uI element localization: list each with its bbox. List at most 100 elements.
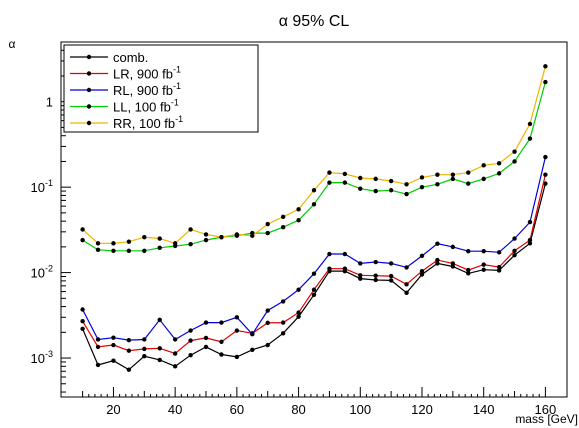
y-axis: 10-3 10-2 10-1 1	[31, 41, 71, 393]
data-point	[543, 181, 548, 186]
data-point	[496, 250, 502, 255]
data-point	[203, 237, 209, 243]
x-axis: 20 40 60 80 100 120 140 160	[82, 387, 556, 417]
data-point	[419, 268, 425, 274]
data-point	[111, 342, 116, 348]
data-point	[311, 271, 317, 276]
data-point	[219, 234, 224, 240]
y-tick-label: 10-2	[31, 264, 53, 281]
data-point	[496, 264, 502, 270]
data-point	[435, 261, 440, 266]
data-point	[95, 344, 101, 350]
data-point	[203, 344, 209, 350]
data-point	[512, 149, 517, 154]
data-point	[265, 308, 270, 313]
data-point	[481, 176, 486, 182]
data-point	[496, 161, 502, 166]
x-axis-label: mass [GeV]	[515, 412, 578, 426]
data-point	[358, 175, 363, 181]
data-point	[296, 218, 301, 223]
data-point	[265, 342, 270, 348]
data-point	[481, 163, 486, 168]
legend-entry: LL, 100 fb-1	[113, 98, 179, 115]
data-point	[466, 181, 471, 186]
data-point	[188, 328, 193, 333]
data-point	[234, 328, 240, 333]
data-point	[358, 276, 363, 281]
legend-marker	[86, 71, 92, 76]
data-point	[142, 234, 147, 240]
data-point	[142, 354, 147, 359]
data-point	[373, 259, 378, 265]
legend-entry: RL, 900 fb-1	[113, 81, 181, 98]
data-point	[265, 320, 270, 326]
data-point	[126, 367, 132, 372]
data-point	[95, 241, 101, 246]
data-point	[527, 219, 533, 225]
data-point	[188, 338, 193, 343]
data-point	[419, 175, 425, 180]
data-point	[95, 362, 101, 368]
data-point	[435, 241, 440, 246]
legend-box	[63, 44, 259, 133]
data-point	[373, 277, 378, 283]
data-point	[496, 171, 502, 176]
data-point	[296, 314, 301, 319]
data-point	[80, 307, 85, 312]
data-point	[327, 266, 332, 271]
data-point	[496, 268, 502, 273]
x-tick-label: 140	[473, 402, 495, 417]
chart-title: α 95% CL	[279, 13, 350, 30]
data-point	[280, 320, 286, 325]
x-tick-label: 80	[291, 402, 305, 417]
data-point	[157, 236, 162, 241]
x-tick-label: 20	[106, 402, 120, 417]
data-point	[234, 354, 240, 360]
data-point	[126, 248, 132, 253]
data-point	[172, 241, 178, 246]
data-point	[373, 188, 378, 194]
data-point	[342, 171, 348, 177]
data-point	[373, 273, 378, 278]
data-point	[512, 236, 517, 241]
data-point	[280, 214, 286, 219]
legend-marker	[86, 54, 92, 60]
data-point	[265, 230, 270, 236]
data-point	[157, 317, 162, 323]
y-tick-label: 1	[46, 95, 53, 110]
data-point	[404, 191, 409, 197]
data-point	[342, 180, 348, 185]
data-point	[172, 337, 178, 342]
data-point	[466, 267, 471, 273]
data-point	[450, 261, 456, 266]
data-point	[419, 272, 425, 277]
data-point	[388, 188, 394, 193]
data-point	[311, 202, 317, 207]
data-point	[481, 262, 486, 267]
data-point	[388, 261, 394, 266]
data-point	[265, 221, 270, 227]
y-tick-label: 10-1	[31, 178, 53, 195]
data-point	[219, 320, 224, 325]
data-point	[419, 253, 425, 259]
data-point	[111, 241, 116, 246]
data-point	[466, 170, 471, 175]
data-point	[142, 337, 147, 342]
data-point	[388, 278, 394, 283]
data-point	[126, 239, 132, 244]
data-point	[450, 264, 456, 269]
data-point	[250, 347, 255, 352]
data-point	[358, 261, 363, 266]
data-point	[481, 267, 486, 272]
series-3	[80, 79, 548, 253]
data-point	[466, 249, 471, 254]
data-point	[280, 331, 286, 336]
data-point	[95, 247, 101, 252]
data-point	[296, 207, 301, 212]
data-point	[373, 176, 378, 182]
y-tick-label: 10-3	[31, 349, 53, 366]
data-point	[280, 299, 286, 304]
legend-entry: RR, 100 fb-1	[113, 114, 183, 131]
data-point	[435, 257, 440, 263]
